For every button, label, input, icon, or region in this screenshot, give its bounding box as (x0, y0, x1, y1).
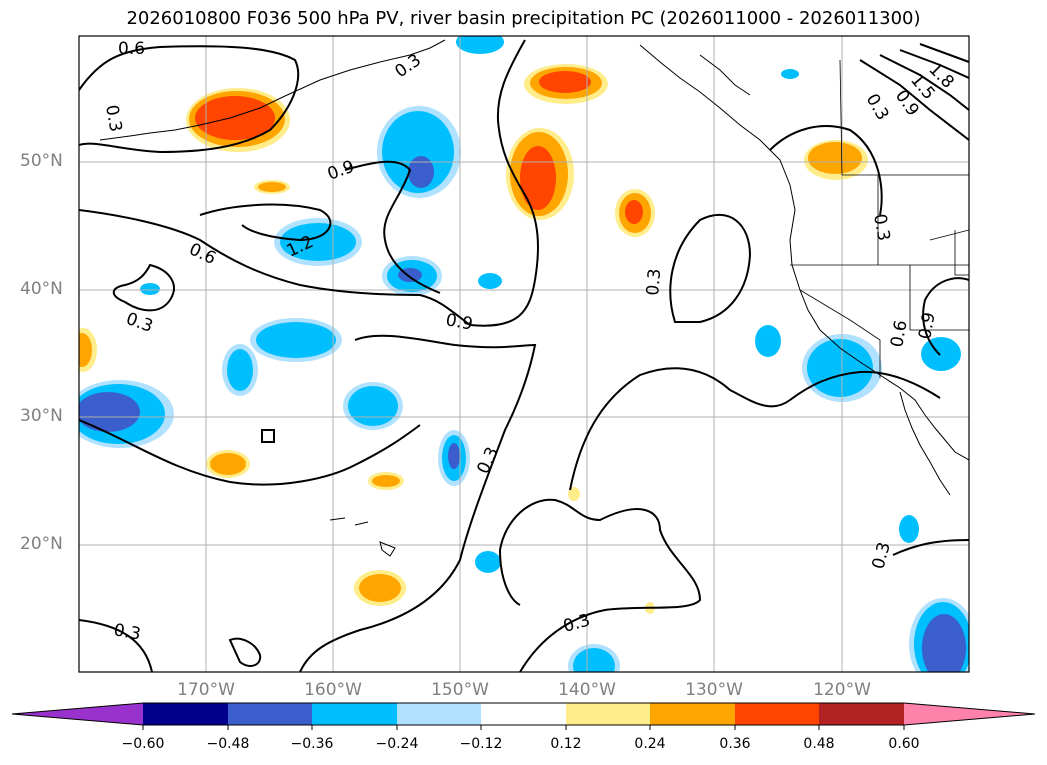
precip-blob (206, 450, 250, 478)
coastlines (99, 39, 969, 557)
colorbar-tick-label: 0.36 (719, 736, 751, 752)
colorbar-segment (566, 703, 650, 725)
map-frame (78, 35, 970, 673)
colorbar-tick-label: 0.48 (803, 736, 835, 752)
precip-blob (254, 180, 290, 194)
lon-label: 130°W (685, 680, 743, 700)
colorbar-tick-label: −0.36 (290, 736, 334, 752)
precip-blob (921, 337, 961, 371)
precip-shading (79, 36, 969, 672)
precip-blob (222, 318, 342, 396)
contour-label: 0.9 (444, 310, 474, 334)
precip-blob (568, 487, 580, 501)
precip-blob (140, 283, 160, 295)
colorbar-segment (228, 703, 312, 725)
lat-label: 50°N (20, 151, 63, 171)
precip-blob (368, 472, 404, 490)
colorbar (11, 702, 1036, 730)
contour-label: 0.3 (561, 611, 592, 637)
precip-blob (804, 140, 868, 180)
precip-blob (274, 218, 362, 266)
lat-label: 20°N (20, 534, 63, 554)
contour-label: 0.3 (869, 212, 893, 242)
contour-label: 0.9 (915, 311, 939, 341)
contour-label: 0.3 (862, 91, 893, 124)
contour-label: 0.3 (112, 620, 142, 644)
colorbar-segment (735, 703, 819, 725)
map-title: 2026010800 F036 500 hPa PV, river basin … (126, 8, 921, 29)
precip-blob (377, 106, 461, 198)
colorbar-tick-label: −0.24 (375, 736, 419, 752)
contour-label: 0.6 (887, 319, 911, 349)
precip-blob (524, 64, 608, 104)
contour-label: 0.3 (643, 268, 665, 297)
lat-label: 30°N (20, 406, 63, 426)
colorbar-tick-label: −0.60 (121, 736, 165, 752)
contour-label: 0.9 (325, 157, 357, 185)
lat-label: 40°N (20, 279, 63, 299)
lon-label: 160°W (304, 680, 362, 700)
colorbar-tick-label: 0.60 (888, 736, 920, 752)
lon-label: 140°W (558, 680, 616, 700)
contour-label: 0.3 (123, 309, 155, 337)
colorbar-segment (397, 703, 481, 725)
colorbar-segment (650, 703, 735, 725)
precip-blob (755, 325, 781, 357)
precip-blob (899, 515, 919, 543)
precip-blob (478, 273, 502, 289)
pv-contours (79, 39, 969, 672)
colorbar-segment (819, 703, 904, 725)
colorbar-tick-label: 0.24 (634, 736, 666, 752)
contour-label: 0.6 (186, 239, 219, 269)
precip-blob (781, 69, 799, 79)
precip-blob (354, 570, 406, 606)
precip-blob (456, 36, 504, 54)
precip-blob (615, 189, 655, 237)
precip-blob (909, 598, 969, 672)
colorbar-tick-label: 0.12 (550, 736, 582, 752)
precip-blob (438, 430, 470, 486)
lon-label: 150°W (431, 680, 489, 700)
colorbar-segment (312, 703, 397, 725)
precip-blob (343, 382, 403, 430)
colorbar-extend-high (904, 703, 1035, 725)
precip-blob (568, 644, 620, 672)
gridlines (79, 36, 969, 672)
contour-label: 0.3 (101, 103, 125, 133)
colorbar-extend-low (12, 703, 143, 725)
contour-label: 0.6 (118, 39, 145, 59)
precip-blob (506, 128, 574, 220)
colorbar-tick-label: −0.48 (206, 736, 250, 752)
precip-blob (79, 328, 97, 372)
precip-blob (475, 551, 501, 573)
colorbar-tick-label: −0.12 (459, 736, 503, 752)
colorbar-segment (481, 703, 566, 725)
lon-label: 120°W (813, 680, 871, 700)
precip-blob (186, 88, 290, 152)
lon-label: 170°W (177, 680, 235, 700)
colorbar-segment (143, 703, 228, 725)
contour-label: 0.3 (391, 50, 425, 82)
